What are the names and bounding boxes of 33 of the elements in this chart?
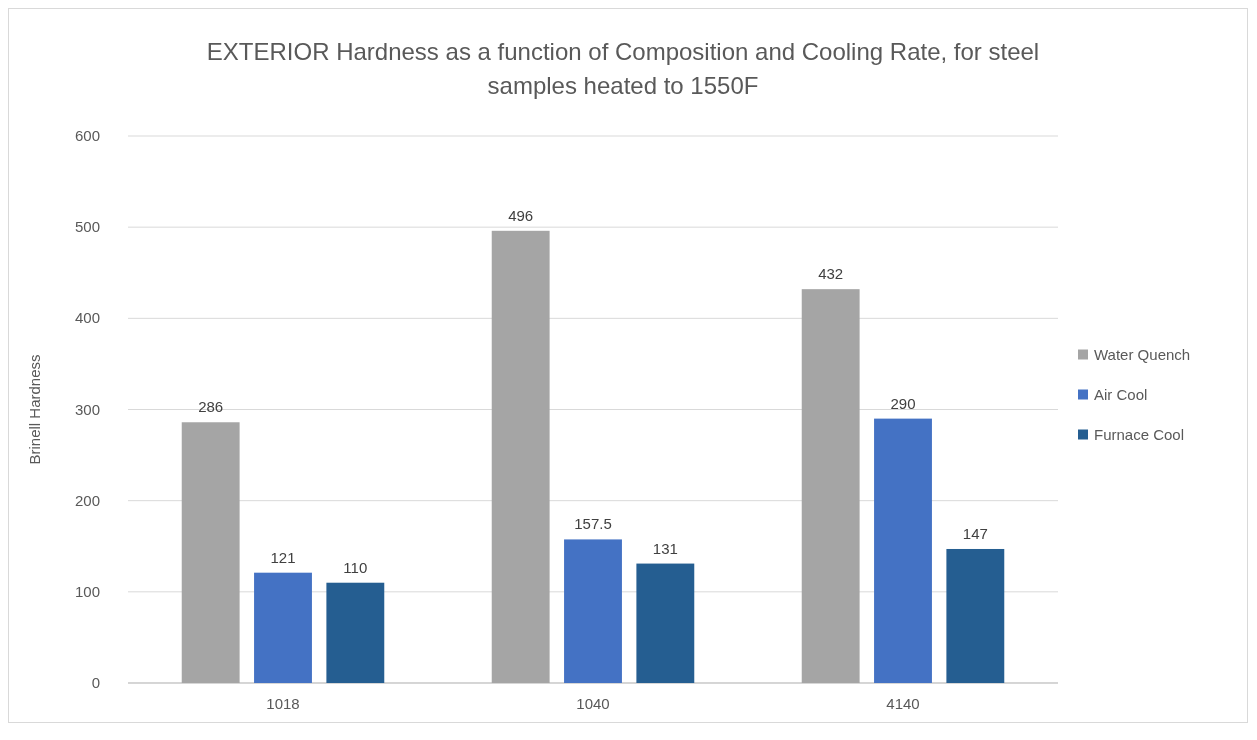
data-label: 110 [343,558,368,576]
bar [181,422,240,683]
x-tick-label: 1018 [266,695,300,712]
bar [564,539,622,683]
y-tick-label: 500 [74,218,100,236]
legend-label: Water Quench [1094,345,1191,363]
data-label: 290 [890,394,916,412]
bar [636,563,695,683]
data-label: 432 [818,265,844,283]
bar [946,548,1005,683]
x-tick-label: 4140 [886,695,920,712]
y-tick-label: 100 [74,582,100,600]
data-label: 286 [198,398,224,416]
chart-title: EXTERIOR Hardness as a function of Composition and Cooling Rate, for steel samples heated to 1550F [206,38,1040,99]
data-label: 147 [962,524,988,542]
bar [326,582,385,683]
bar [254,572,312,683]
y-tick-label: 600 [74,127,100,144]
data-label: 131 [652,539,678,557]
y-axis-title: Brinell Hardness [26,354,43,465]
data-label: 157.5 [574,515,612,533]
y-tick-label: 400 [74,309,100,327]
legend-label: Furnace Cool [1094,425,1185,443]
bar [801,289,860,683]
data-label: 496 [508,206,534,224]
data-label: 121 [270,548,296,566]
y-tick-label: 300 [74,400,100,418]
bar [874,418,932,683]
y-tick-label: 0 [91,674,100,691]
y-tick-label: 200 [74,491,100,509]
legend-label: Air Cool [1094,385,1148,403]
bar [491,230,550,683]
x-tick-label: 1040 [576,695,610,712]
